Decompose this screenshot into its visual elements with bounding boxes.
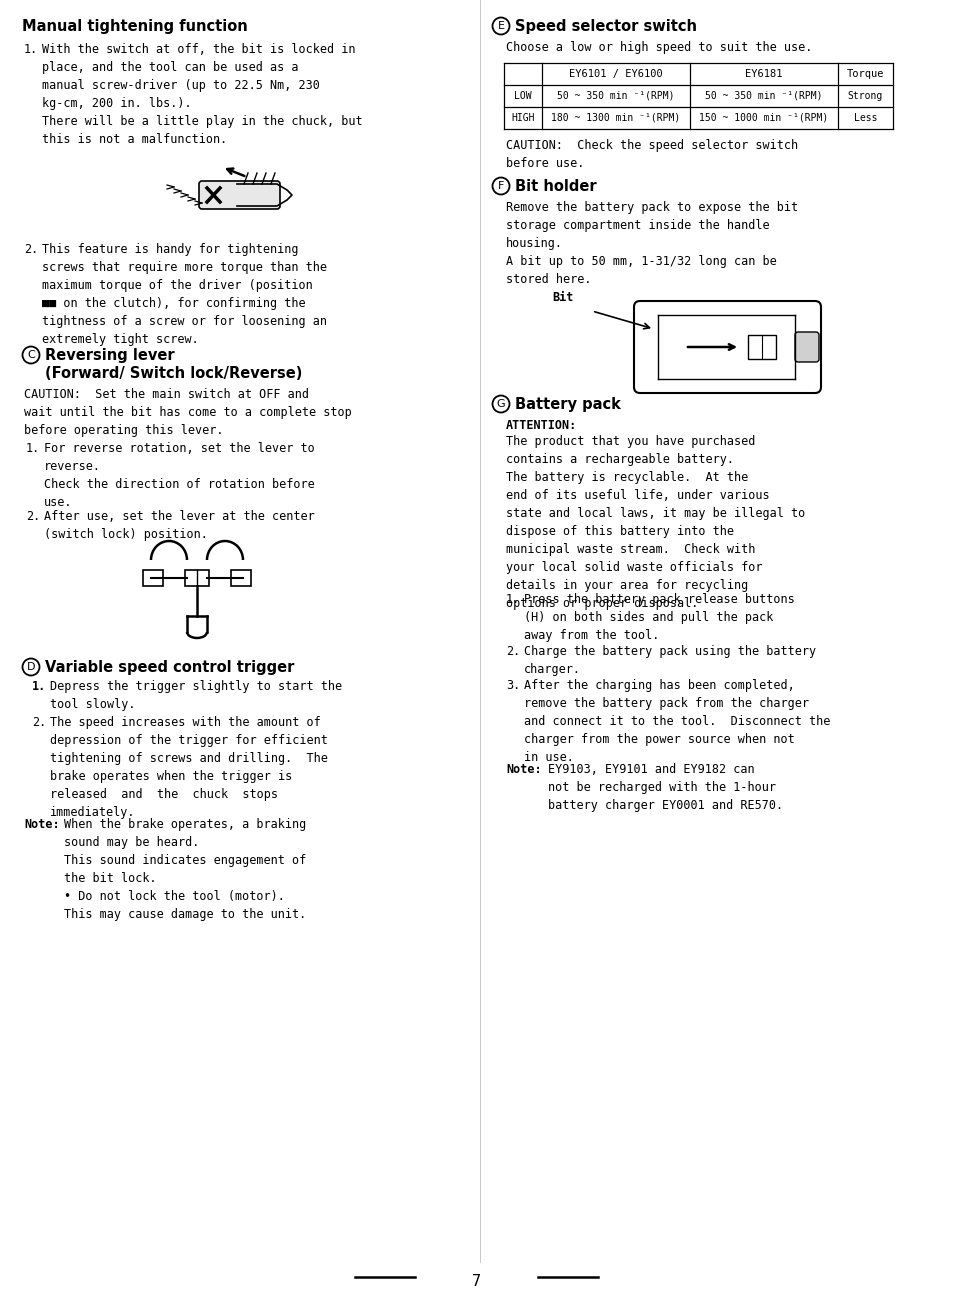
Text: 1.: 1.	[26, 442, 40, 455]
Text: 1.: 1.	[32, 680, 46, 693]
Text: HIGH: HIGH	[511, 112, 535, 123]
Text: LOW: LOW	[514, 91, 531, 101]
Text: 3.: 3.	[505, 680, 519, 691]
Text: EY6101 / EY6100: EY6101 / EY6100	[569, 69, 662, 78]
Text: 2.: 2.	[26, 510, 40, 523]
Text: This feature is handy for tightening
screws that require more torque than the
ma: This feature is handy for tightening scr…	[42, 243, 327, 346]
FancyBboxPatch shape	[199, 180, 280, 209]
Text: EY9103, EY9101 and EY9182 can
not be recharged with the 1-hour
battery charger E: EY9103, EY9101 and EY9182 can not be rec…	[547, 763, 782, 812]
Text: Battery pack: Battery pack	[515, 397, 620, 412]
Text: The product that you have purchased
contains a rechargeable battery.
The battery: The product that you have purchased cont…	[505, 435, 804, 610]
Text: Note:: Note:	[505, 763, 541, 776]
Text: 1.: 1.	[505, 593, 519, 606]
Text: Torque: Torque	[846, 69, 883, 78]
Text: Strong: Strong	[847, 91, 882, 101]
Text: CAUTION:  Check the speed selector switch
before use.: CAUTION: Check the speed selector switch…	[505, 139, 798, 170]
Text: 50 ~ 350 min ⁻¹(RPM): 50 ~ 350 min ⁻¹(RPM)	[704, 91, 821, 101]
Bar	[185, 570, 209, 586]
Text: F: F	[497, 180, 503, 191]
Text: 1.: 1.	[24, 43, 38, 56]
Text: EY6181: EY6181	[744, 69, 781, 78]
Text: With the switch at off, the bit is locked in
place, and the tool can be used as : With the switch at off, the bit is locke…	[42, 43, 362, 146]
Text: Less: Less	[853, 112, 877, 123]
Text: G: G	[497, 399, 505, 409]
Text: Depress the trigger slightly to start the
tool slowly.: Depress the trigger slightly to start th…	[50, 680, 342, 711]
Text: 150 ~ 1000 min ⁻¹(RPM): 150 ~ 1000 min ⁻¹(RPM)	[699, 112, 828, 123]
Text: Speed selector switch: Speed selector switch	[515, 20, 697, 34]
Text: When the brake operates, a braking
sound may be heard.
This sound indicates enga: When the brake operates, a braking sound…	[64, 818, 306, 921]
Text: Bit: Bit	[552, 291, 573, 305]
Text: After the charging has been completed,
remove the battery pack from the charger
: After the charging has been completed, r…	[523, 680, 829, 765]
Text: Remove the battery pack to expose the bit
storage compartment inside the handle
: Remove the battery pack to expose the bi…	[505, 201, 798, 286]
Text: 2.: 2.	[24, 243, 38, 256]
Text: C: C	[27, 350, 35, 359]
Text: Reversing lever: Reversing lever	[45, 348, 174, 363]
Text: ATTENTION:: ATTENTION:	[505, 420, 577, 433]
Text: Note:: Note:	[24, 818, 59, 831]
Text: Choose a low or high speed to suit the use.: Choose a low or high speed to suit the u…	[505, 41, 812, 54]
Text: CAUTION:  Set the main switch at OFF and
wait until the bit has come to a comple: CAUTION: Set the main switch at OFF and …	[24, 388, 352, 437]
Text: Manual tightening function: Manual tightening function	[22, 20, 248, 34]
FancyBboxPatch shape	[794, 332, 818, 362]
Text: 180 ~ 1300 min ⁻¹(RPM): 180 ~ 1300 min ⁻¹(RPM)	[551, 112, 679, 123]
Text: 7: 7	[472, 1274, 481, 1289]
Text: The speed increases with the amount of
depression of the trigger for efficient
t: The speed increases with the amount of d…	[50, 716, 328, 819]
Text: 2.: 2.	[32, 716, 46, 729]
Text: (Forward/ Switch lock/Reverse): (Forward/ Switch lock/Reverse)	[45, 366, 302, 382]
Bar	[747, 335, 775, 359]
Text: 50 ~ 350 min ⁻¹(RPM): 50 ~ 350 min ⁻¹(RPM)	[557, 91, 674, 101]
Text: For reverse rotation, set the lever to
reverse.
Check the direction of rotation : For reverse rotation, set the lever to r…	[44, 442, 314, 508]
Text: 2.: 2.	[505, 644, 519, 657]
Text: Bit holder: Bit holder	[515, 179, 596, 193]
Bar	[231, 570, 251, 586]
Text: Charge the battery pack using the battery
charger.: Charge the battery pack using the batter…	[523, 644, 815, 676]
Text: E: E	[497, 21, 504, 31]
FancyBboxPatch shape	[634, 301, 821, 393]
Text: Press the battery pack release buttons
(H) on both sides and pull the pack
away : Press the battery pack release buttons (…	[523, 593, 794, 642]
Text: After use, set the lever at the center
(switch lock) position.: After use, set the lever at the center (…	[44, 510, 314, 541]
Text: Variable speed control trigger: Variable speed control trigger	[45, 660, 294, 674]
Text: D: D	[27, 663, 35, 672]
Bar	[143, 570, 163, 586]
